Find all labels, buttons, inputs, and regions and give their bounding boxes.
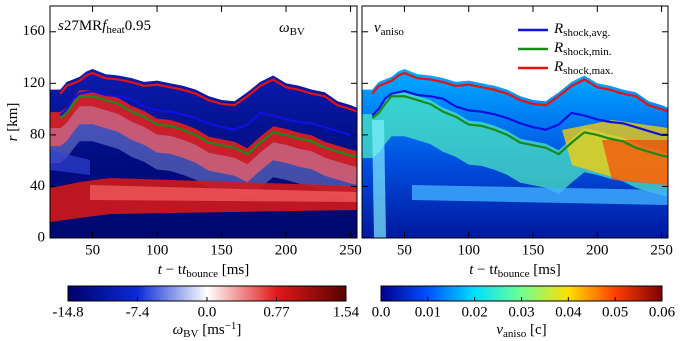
legend-label-part: R — [553, 59, 563, 75]
x-axis-label-part: t — [494, 262, 499, 278]
colorbar-tick-label: 0.05 — [602, 304, 628, 320]
x-tick-label: 200 — [586, 242, 609, 258]
heat-region — [412, 185, 668, 205]
panel-annotation-part: heat — [106, 24, 124, 36]
colorbar-label-part: BV — [183, 328, 198, 340]
y-tick-label: 0 — [38, 229, 46, 245]
x-axis-label: t − ttbounce [ms] — [158, 262, 250, 279]
heat-region — [50, 6, 357, 108]
shock-line — [371, 71, 668, 113]
colorbar-tick-label: 0.77 — [263, 304, 290, 320]
panel-annotation-part: 27MR — [64, 18, 102, 34]
y-axis-label-part: [km] — [5, 103, 21, 136]
heat-region — [362, 6, 668, 108]
x-tick-label: 200 — [275, 242, 298, 258]
axes-frame — [49, 5, 358, 239]
colorbar-label-part: ω — [173, 322, 184, 338]
y-tick-label: 160 — [23, 23, 46, 39]
colorbar-label: vaniso [c] — [496, 322, 546, 339]
shock-line — [59, 89, 357, 136]
panel-annotation-part: f — [102, 18, 108, 34]
x-axis-label-part: bounce — [498, 268, 530, 280]
x-axis-label-part: − t — [162, 262, 183, 278]
legend-label-part: R — [553, 40, 563, 56]
colorbar-label-part: ] — [236, 322, 241, 338]
heatmap — [362, 6, 668, 238]
heatmap — [50, 6, 357, 238]
colorbar-label-part: aniso — [503, 328, 527, 340]
x-tick-label: 150 — [522, 242, 545, 258]
shock-line — [371, 95, 668, 158]
panel-annotation-part: s — [58, 18, 64, 34]
x-axis-label-part: [ms] — [530, 262, 561, 278]
panel-label-part: v — [374, 20, 381, 36]
y-tick-label: 120 — [23, 75, 46, 91]
x-tick-label: 100 — [457, 242, 480, 258]
x-tick-label: 50 — [85, 242, 100, 258]
y-tick-label: 80 — [30, 126, 45, 142]
legend-label: Rshock,avg. — [553, 21, 610, 38]
colorbar-label-part: [ms — [198, 322, 224, 338]
colorbar-tick-label: 0.03 — [508, 304, 534, 320]
legend-label: Rshock,max. — [553, 59, 614, 76]
colorbar-tick-label: 0.01 — [415, 304, 441, 320]
panel-label: vaniso — [374, 20, 404, 37]
colorbar-tick-label: 0.02 — [462, 304, 488, 320]
legend-label-part: shock,min. — [563, 46, 612, 58]
x-tick-label: 250 — [339, 242, 362, 258]
colorbar-tick-label: -14.8 — [52, 304, 83, 320]
legend-label-part: shock,avg. — [563, 27, 610, 39]
colorbar-tick-label: 0.06 — [649, 304, 676, 320]
x-tick-label: 150 — [210, 242, 233, 258]
colorbar-tick-label: 0.0 — [372, 304, 391, 320]
panel-label: ωBV — [279, 20, 305, 37]
y-tick-label: 40 — [30, 178, 45, 194]
x-tick-label: 250 — [650, 242, 673, 258]
colorbar-tick-label: 0.04 — [555, 304, 582, 320]
panel-annotation-part: 0.95 — [125, 18, 151, 34]
heat-region — [50, 150, 90, 175]
legend-label-part: shock,max. — [563, 65, 613, 77]
heat-region — [602, 140, 668, 185]
x-axis-label: t − ttbounce [ms] — [469, 262, 561, 279]
x-tick-label: 100 — [146, 242, 169, 258]
colorbar-label-part: −1 — [225, 320, 237, 332]
colorbar-tick-label: 0.0 — [198, 304, 217, 320]
x-axis-label-part: t — [469, 262, 474, 278]
legend-label-part: R — [553, 21, 563, 37]
x-axis-label-part: − t — [473, 262, 494, 278]
colorbar-tick-label: 1.54 — [333, 304, 360, 320]
x-axis-label-part: t — [158, 262, 163, 278]
axes-frame — [361, 5, 669, 239]
x-axis-label-part: t — [182, 262, 187, 278]
colorbar-label: ωBV [ms−1] — [173, 320, 242, 340]
heat-region — [50, 106, 357, 202]
y-axis-label-part: r — [5, 135, 21, 141]
shock-line — [59, 71, 357, 113]
heat-region — [50, 90, 357, 185]
colorbar-tick-label: -7.4 — [126, 304, 150, 320]
panel-label-part: aniso — [381, 26, 405, 38]
x-axis-label-part: bounce — [186, 268, 218, 280]
legend-label: Rshock,min. — [553, 40, 612, 57]
y-axis-label: r [km] — [5, 103, 21, 142]
x-axis-label-part: [ms] — [218, 262, 249, 278]
x-tick-label: 50 — [397, 242, 412, 258]
colorbar-label-part: [c] — [526, 322, 546, 338]
panel-label-part: BV — [290, 26, 305, 38]
shock-line — [59, 95, 357, 158]
heat-region — [90, 185, 357, 202]
colorbar-label-part: v — [496, 322, 503, 338]
shock-line — [371, 89, 668, 136]
heat-region — [372, 120, 386, 238]
panel-annotation: s27MRfheat0.95 — [58, 18, 151, 35]
panel-label-part: ω — [279, 20, 290, 36]
